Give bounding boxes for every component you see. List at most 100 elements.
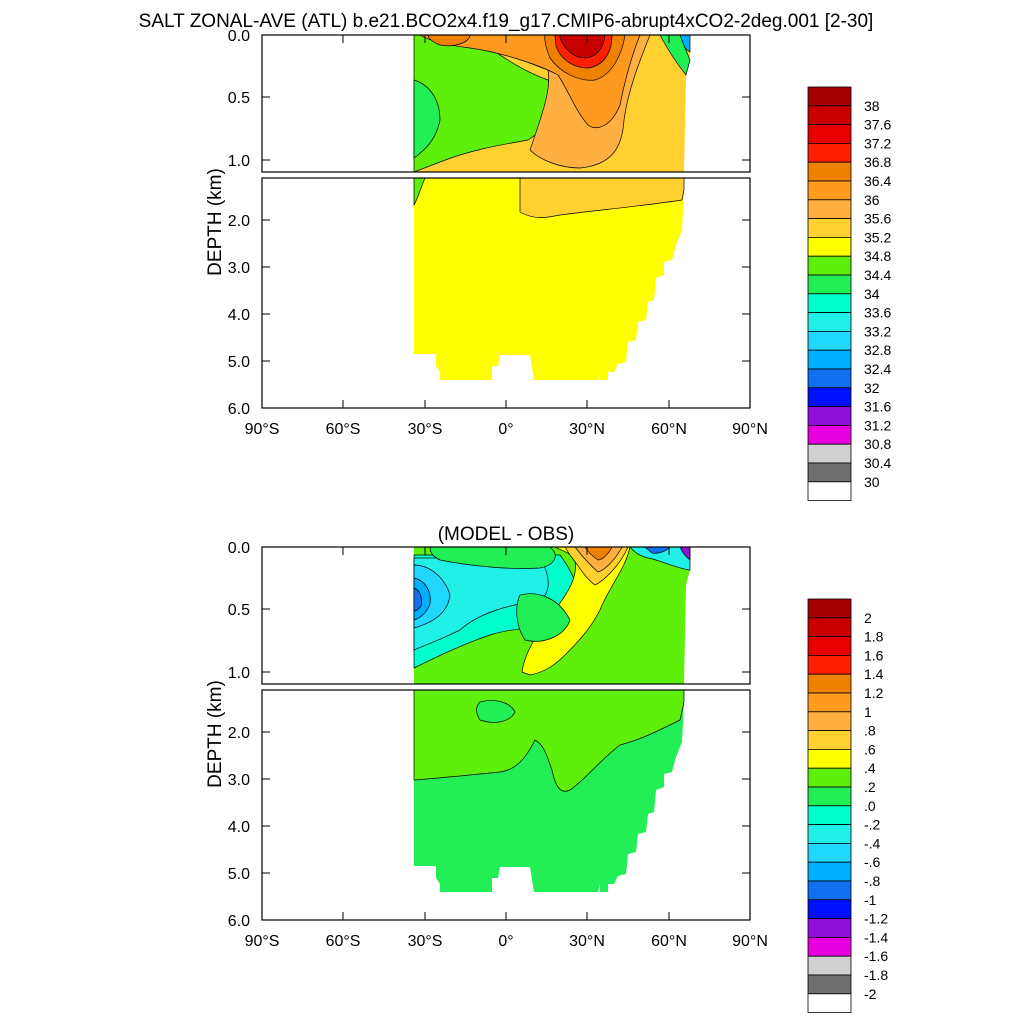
p2-colorbar-label: -.8 (864, 873, 881, 889)
p2-xtick-5: 60°N (651, 933, 687, 950)
p1-xticks (261, 35, 751, 408)
p2-colorbar-box (807, 824, 852, 844)
p2-colorbar-box (807, 843, 852, 863)
p2-colorbar-box (807, 617, 852, 637)
p2-colorbar-box (807, 673, 852, 694)
panel-2: (MODEL - OBS) DEPTH (km) (205, 524, 888, 1013)
p2-colorbar-box (807, 861, 852, 882)
p1-upper-green-core (413, 79, 441, 159)
p2-colorbar-box (807, 749, 852, 769)
p1-red-core (559, 34, 606, 59)
p1-colorbar-box (807, 368, 852, 389)
p1-colorbar-label: 30.4 (864, 455, 891, 471)
p1-ytick-5: 4.0 (228, 307, 250, 324)
p2-xtick-6: 90°N (732, 933, 768, 950)
p1-ytick-3: 2.0 (228, 213, 250, 230)
p1-ytick-7: 6.0 (228, 401, 250, 418)
p1-ylabel: DEPTH (km) (205, 168, 226, 276)
p2-lower-inner (476, 700, 516, 723)
p2-xtick-4: 30°N (569, 933, 605, 950)
p2-colorbar-box (807, 786, 852, 807)
p1-colorbar-label: 30.8 (864, 436, 891, 452)
p2-colorbar-box (807, 880, 852, 901)
p2-colorbar-box (807, 805, 852, 825)
p2-colorbar-box (807, 767, 852, 788)
p1-colorbar-box (807, 124, 852, 144)
p1-colorbar-label: 36 (864, 192, 880, 208)
p2-ytick-6: 5.0 (228, 866, 250, 883)
p1-ytick-1: 0.5 (228, 90, 250, 107)
p2-colorbar-box (807, 655, 852, 675)
p2-ytick-7: 6.0 (228, 913, 250, 930)
p1-colorbar-label: 37.6 (864, 117, 891, 133)
p2-colorbar-box (807, 692, 852, 713)
p1-xtick-5: 60°N (651, 421, 687, 438)
p2-yticks (262, 546, 750, 921)
p2-colorbar-label: 1.6 (864, 647, 884, 663)
p1-ytick-6: 5.0 (228, 354, 250, 371)
p1-colorbar-box (807, 406, 852, 426)
p2-xtick-1: 60°S (326, 933, 361, 950)
p2-colorbar-label: .4 (864, 760, 876, 776)
p2-colorbar-label: .0 (864, 798, 876, 814)
p1-colorbar-box (807, 424, 852, 445)
p2-upper-field (413, 546, 691, 684)
p1-colorbar-label: 37.2 (864, 135, 891, 151)
p2-upper-dark-orange (584, 546, 613, 561)
p1-xtick-3: 0° (498, 421, 513, 438)
p2-ylabel: DEPTH (km) (205, 680, 226, 788)
p2-colorbar-label: 1.8 (864, 629, 884, 645)
p1-colorbar-box (807, 180, 852, 201)
p1-xtick-2: 30°S (408, 421, 443, 438)
p1-colorbar-label: 32.8 (864, 342, 891, 358)
p1-green-edge (659, 34, 691, 76)
p2-colorbar-box (807, 711, 852, 731)
p1-colorbar-box (807, 255, 852, 276)
p1-colorbar-label: 31.6 (864, 399, 891, 415)
p2-xticks (261, 547, 751, 920)
p1-xtick-4: 30°N (569, 421, 605, 438)
p1-upper-field (413, 34, 691, 173)
p2-colorbar-label: 1.2 (864, 685, 884, 701)
p2-colorbar-label: -.2 (864, 817, 881, 833)
p1-colorbar-box (807, 349, 852, 370)
p2-ytick-5: 4.0 (228, 819, 250, 836)
panel-1: DEPTH (km) 0.0 0.5 1.0 2.0 3.0 4.0 5.0 6… (205, 28, 891, 501)
p2-upper-green-center (516, 593, 571, 642)
p1-lower-orange (519, 177, 685, 218)
p1-colorbar-box (807, 462, 852, 483)
p1-ytick-0: 0.0 (228, 28, 250, 45)
p1-xtick-6: 90°N (732, 421, 768, 438)
p1-colorbar-box (807, 86, 852, 107)
p2-upper-cyan-north (629, 546, 691, 571)
p1-ytick-2: 1.0 (228, 153, 250, 170)
p1-colorbar-label: 36.4 (864, 173, 891, 189)
p2-colorbar-box (807, 899, 852, 919)
p1-colorbar-box (807, 481, 852, 501)
p1-colorbar-box (807, 199, 852, 220)
p2-xtick-2: 30°S (408, 933, 443, 950)
p2-colorbar-box (807, 993, 852, 1013)
p1-colorbar-label: 34.8 (864, 248, 891, 264)
p1-colorbar-box (807, 293, 852, 313)
p2-colorbar-box (807, 974, 852, 995)
p2-colorbar-label: .2 (864, 779, 876, 795)
p2-colorbar-label: -1.4 (864, 929, 888, 945)
p2-title: (MODEL - OBS) (438, 524, 575, 545)
p2-ytick-0: 0.0 (228, 540, 250, 557)
p1-colorbar-label: 38 (864, 98, 880, 114)
p2-colorbar-label: -1.2 (864, 911, 888, 927)
figure-title: SALT ZONAL-AVE (ATL) b.e21.BCO2x4.f19_g1… (139, 11, 874, 32)
p2-xtick-3: 0° (498, 933, 513, 950)
p2-upper-purple-north (679, 546, 691, 561)
p2-colorbar-label: 1 (864, 704, 872, 720)
p2-upper-deepblue (413, 587, 422, 612)
p2-ytick-4: 3.0 (228, 772, 250, 789)
p2-upper-green-top (429, 546, 556, 569)
p1-colorbar-label: 33.2 (864, 323, 891, 339)
p2-colorbar-label: -1 (864, 892, 877, 908)
p2-colorbar: 21.81.61.41.21.8.6.4.2.0-.2-.4-.6-.8-1-1… (807, 598, 888, 1013)
p1-colorbar-label: 31.2 (864, 417, 891, 433)
p2-colorbar-box (807, 730, 852, 750)
